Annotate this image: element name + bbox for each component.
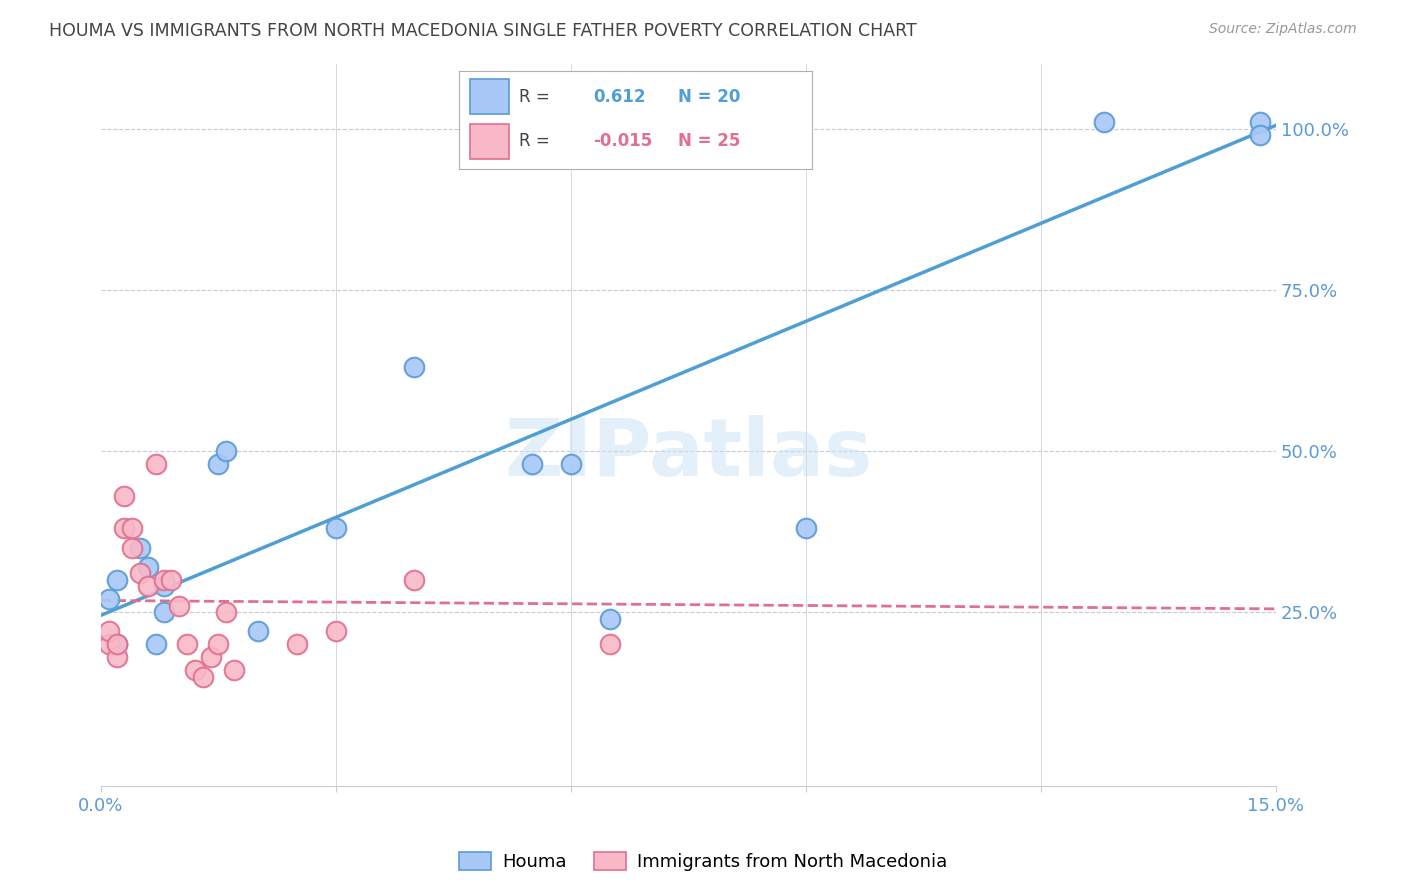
- Point: [176, 637, 198, 651]
- Point: [160, 573, 183, 587]
- Point: [1249, 128, 1271, 142]
- Point: [207, 457, 229, 471]
- Point: [207, 637, 229, 651]
- Point: [169, 599, 191, 613]
- Point: [224, 663, 246, 677]
- Point: [97, 592, 120, 607]
- Point: [121, 541, 143, 555]
- Point: [129, 541, 152, 555]
- Point: [599, 637, 621, 651]
- Point: [285, 637, 308, 651]
- Point: [114, 521, 136, 535]
- Point: [794, 521, 817, 535]
- Point: [114, 489, 136, 503]
- Point: [105, 650, 128, 665]
- Point: [121, 521, 143, 535]
- Text: ZIPatlas: ZIPatlas: [505, 415, 873, 493]
- Point: [404, 360, 426, 375]
- Point: [152, 579, 174, 593]
- Point: [1092, 115, 1115, 129]
- Point: [136, 560, 159, 574]
- Point: [325, 521, 347, 535]
- Point: [560, 457, 582, 471]
- Point: [97, 637, 120, 651]
- Point: [599, 611, 621, 625]
- Text: HOUMA VS IMMIGRANTS FROM NORTH MACEDONIA SINGLE FATHER POVERTY CORRELATION CHART: HOUMA VS IMMIGRANTS FROM NORTH MACEDONIA…: [49, 22, 917, 40]
- Point: [325, 624, 347, 639]
- Point: [105, 637, 128, 651]
- Point: [404, 573, 426, 587]
- Point: [215, 443, 238, 458]
- Point: [145, 457, 167, 471]
- Point: [105, 637, 128, 651]
- Point: [152, 573, 174, 587]
- Point: [191, 669, 214, 683]
- Point: [200, 650, 222, 665]
- Point: [136, 579, 159, 593]
- Point: [215, 605, 238, 619]
- Point: [129, 566, 152, 581]
- Text: Source: ZipAtlas.com: Source: ZipAtlas.com: [1209, 22, 1357, 37]
- Point: [152, 605, 174, 619]
- Point: [1249, 115, 1271, 129]
- Point: [105, 573, 128, 587]
- Point: [145, 637, 167, 651]
- Legend: Houma, Immigrants from North Macedonia: Houma, Immigrants from North Macedonia: [451, 845, 955, 879]
- Point: [97, 624, 120, 639]
- Point: [246, 624, 269, 639]
- Point: [184, 663, 207, 677]
- Point: [520, 457, 543, 471]
